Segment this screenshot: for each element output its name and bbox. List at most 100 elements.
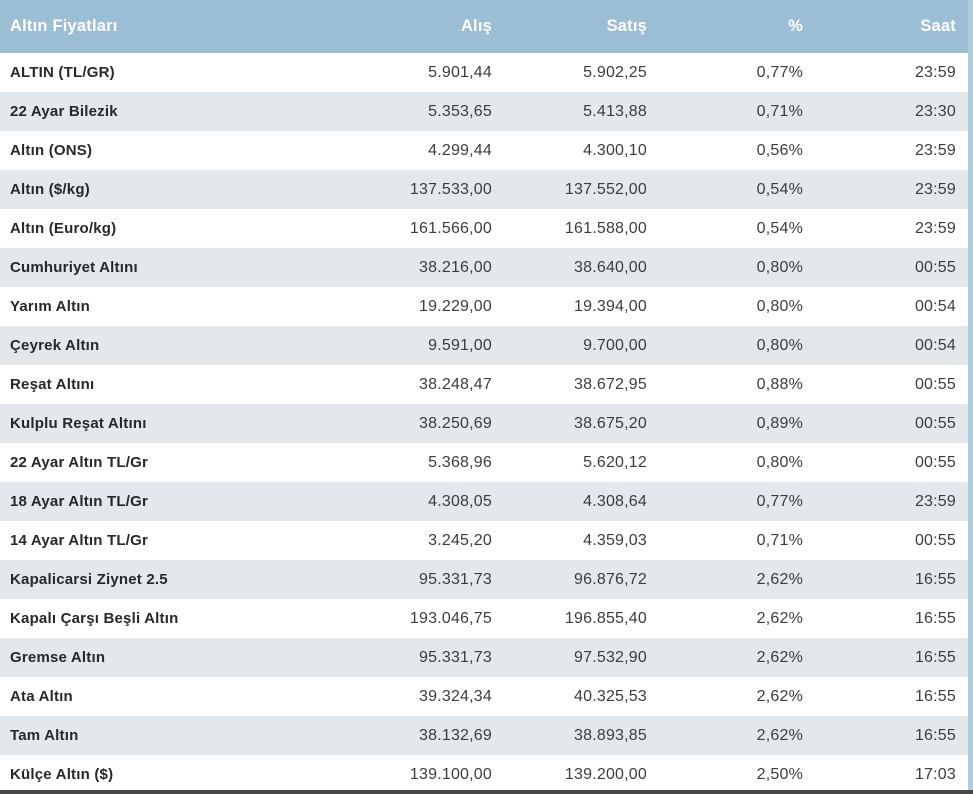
update-time: 00:55 [914, 414, 956, 432]
buy-price: 38.250,69 [419, 414, 492, 432]
instrument-name: 18 Ayar Altın TL/Gr [10, 493, 148, 510]
change-percent: 0,80% [756, 258, 803, 276]
buy-price: 5.901,44 [428, 63, 492, 81]
change-percent: 0,54% [756, 219, 803, 237]
table-row[interactable]: 22 Ayar Altın TL/Gr 5.368,96 5.620,12 0,80%… [0, 443, 973, 482]
buy-price: 137.533,00 [409, 180, 492, 198]
update-time: 00:55 [914, 375, 956, 393]
update-time: 23:59 [914, 219, 956, 237]
table-row[interactable]: ALTIN (TL/GR) 5.901,44 5.902,25 0,77% 23:59 [0, 53, 973, 92]
update-time: 17:03 [914, 765, 956, 783]
table-header-row: Altın Fiyatları Alış Satış % Saat [0, 0, 973, 53]
sell-price: 96.876,72 [574, 570, 647, 588]
sell-price: 5.902,25 [583, 63, 647, 81]
update-time: 16:55 [914, 648, 956, 666]
table-row[interactable]: Altın (ONS) 4.299,44 4.300,10 0,56% 23:59 [0, 131, 973, 170]
update-time: 16:55 [914, 570, 956, 588]
instrument-name: ALTIN (TL/GR) [10, 64, 115, 81]
table-row[interactable]: Cumhuriyet Altını 38.216,00 38.640,00 0,80%… [0, 248, 973, 287]
table-row[interactable]: Kapalı Çarşı Beşli Altın 193.046,75 196.85… [0, 599, 973, 638]
sell-price: 38.640,00 [574, 258, 647, 276]
instrument-name: Tam Altın [10, 727, 79, 744]
sell-price: 139.200,00 [564, 765, 647, 783]
sell-price: 38.893,85 [574, 726, 647, 744]
sell-price: 4.308,64 [583, 492, 647, 510]
update-time: 00:55 [914, 531, 956, 549]
table-row[interactable]: Yarım Altın 19.229,00 19.394,00 0,80% 00:54 [0, 287, 973, 326]
buy-price: 5.353,65 [428, 102, 492, 120]
column-header-percent: % [788, 17, 803, 35]
table-row[interactable]: Altın (Euro/kg) 161.566,00 161.588,00 0,54%… [0, 209, 973, 248]
instrument-name: Kulplu Reşat Altını [10, 415, 147, 432]
column-header-sell: Satış [606, 17, 647, 35]
change-percent: 2,62% [756, 726, 803, 744]
sell-price: 40.325,53 [574, 687, 647, 705]
sell-price: 97.532,90 [574, 648, 647, 666]
table-row[interactable]: 14 Ayar Altın TL/Gr 3.245,20 4.359,03 0,71%… [0, 521, 973, 560]
sell-price: 5.413,88 [583, 102, 647, 120]
update-time: 16:55 [914, 687, 956, 705]
table-row[interactable]: Altın ($/kg) 137.533,00 137.552,00 0,54% 23:… [0, 170, 973, 209]
change-percent: 2,62% [756, 648, 803, 666]
change-percent: 0,88% [756, 375, 803, 393]
update-time: 23:59 [914, 63, 956, 81]
buy-price: 4.308,05 [428, 492, 492, 510]
buy-price: 95.331,73 [419, 648, 492, 666]
update-time: 00:54 [914, 297, 956, 315]
update-time: 23:30 [914, 102, 956, 120]
buy-price: 39.324,34 [419, 687, 492, 705]
sell-price: 38.672,95 [574, 375, 647, 393]
update-time: 00:55 [914, 453, 956, 471]
table-row[interactable]: 22 Ayar Bilezik 5.353,65 5.413,88 0,71% 23:3… [0, 92, 973, 131]
instrument-name: 22 Ayar Altın TL/Gr [10, 454, 148, 471]
table-row[interactable]: 18 Ayar Altın TL/Gr 4.308,05 4.308,64 0,77%… [0, 482, 973, 521]
table-row[interactable]: Kapalicarsi Ziynet 2.5 95.331,73 96.876,72… [0, 560, 973, 599]
sell-price: 161.588,00 [564, 219, 647, 237]
table-rows: ALTIN (TL/GR) 5.901,44 5.902,25 0,77% 23:59 2… [0, 53, 973, 794]
buy-price: 38.132,69 [419, 726, 492, 744]
buy-price: 19.229,00 [419, 297, 492, 315]
instrument-name: Çeyrek Altın [10, 337, 100, 354]
change-percent: 2,62% [756, 570, 803, 588]
instrument-name: Gremse Altın [10, 649, 106, 666]
change-percent: 0,77% [756, 492, 803, 510]
table-row[interactable]: Reşat Altını 38.248,47 38.672,95 0,88% 00:55 [0, 365, 973, 404]
buy-price: 3.245,20 [428, 531, 492, 549]
instrument-name: Reşat Altını [10, 376, 95, 393]
update-time: 00:54 [914, 336, 956, 354]
sell-price: 196.855,40 [564, 609, 647, 627]
instrument-name: 14 Ayar Altın TL/Gr [10, 532, 148, 549]
column-header-instrument: Altın Fiyatları [10, 17, 118, 35]
table-row[interactable]: Tam Altın 38.132,69 38.893,85 2,62% 16:55 [0, 716, 973, 755]
table-row[interactable]: Külçe Altın ($) 139.100,00 139.200,00 2,50%… [0, 755, 973, 794]
table-row[interactable]: Ata Altın 39.324,34 40.325,53 2,62% 16:55 [0, 677, 973, 716]
table-bottom-border [0, 790, 973, 794]
table-row[interactable]: Gremse Altın 95.331,73 97.532,90 2,62% 16:55 [0, 638, 973, 677]
buy-price: 9.591,00 [428, 336, 492, 354]
change-percent: 0,71% [756, 531, 803, 549]
buy-price: 95.331,73 [419, 570, 492, 588]
table-row[interactable]: Kulplu Reşat Altını 38.250,69 38.675,20 0,8… [0, 404, 973, 443]
table-row[interactable]: Çeyrek Altın 9.591,00 9.700,00 0,80% 00:54 [0, 326, 973, 365]
update-time: 00:55 [914, 258, 956, 276]
sell-price: 4.300,10 [583, 141, 647, 159]
change-percent: 2,50% [756, 765, 803, 783]
update-time: 23:59 [914, 141, 956, 159]
sell-price: 5.620,12 [583, 453, 647, 471]
buy-price: 193.046,75 [409, 609, 492, 627]
scrollbar-track[interactable] [968, 0, 973, 794]
change-percent: 0,80% [756, 453, 803, 471]
instrument-name: Altın (Euro/kg) [10, 220, 117, 237]
instrument-name: Külçe Altın ($) [10, 766, 114, 783]
buy-price: 4.299,44 [428, 141, 492, 159]
update-time: 23:59 [914, 180, 956, 198]
sell-price: 9.700,00 [583, 336, 647, 354]
change-percent: 0,89% [756, 414, 803, 432]
change-percent: 2,62% [756, 609, 803, 627]
instrument-name: 22 Ayar Bilezik [10, 103, 118, 120]
update-time: 16:55 [914, 609, 956, 627]
change-percent: 0,80% [756, 336, 803, 354]
sell-price: 4.359,03 [583, 531, 647, 549]
change-percent: 2,62% [756, 687, 803, 705]
sell-price: 137.552,00 [564, 180, 647, 198]
